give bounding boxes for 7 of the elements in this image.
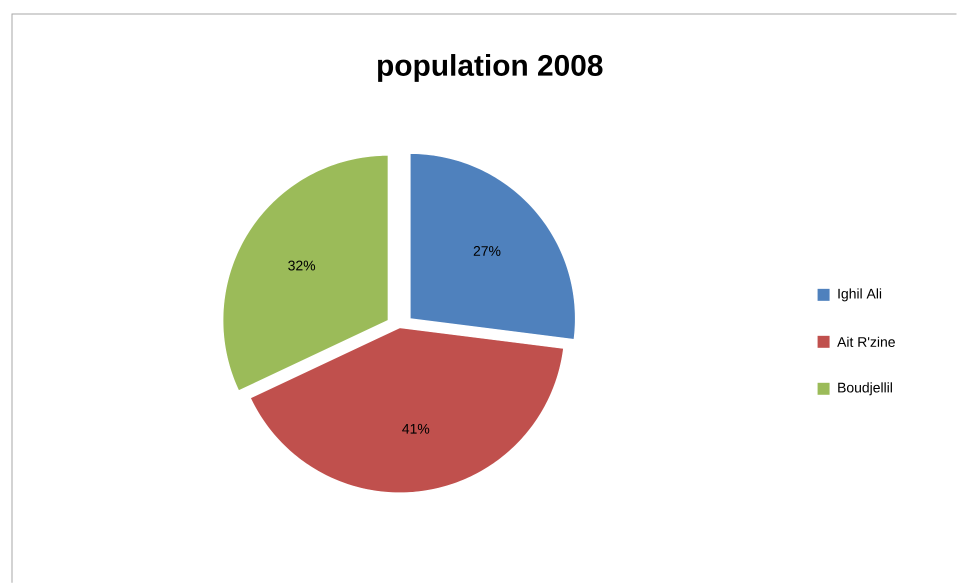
legend-label: Ighil Ali xyxy=(838,288,882,302)
data-label: 41% xyxy=(402,424,430,434)
legend-label: Ait R'zine xyxy=(837,336,895,347)
data-label: 32% xyxy=(288,260,316,270)
legend-label: Boudjellil xyxy=(838,382,892,396)
data-label: 27% xyxy=(474,246,500,256)
chart-title: population 2008 xyxy=(378,54,603,82)
